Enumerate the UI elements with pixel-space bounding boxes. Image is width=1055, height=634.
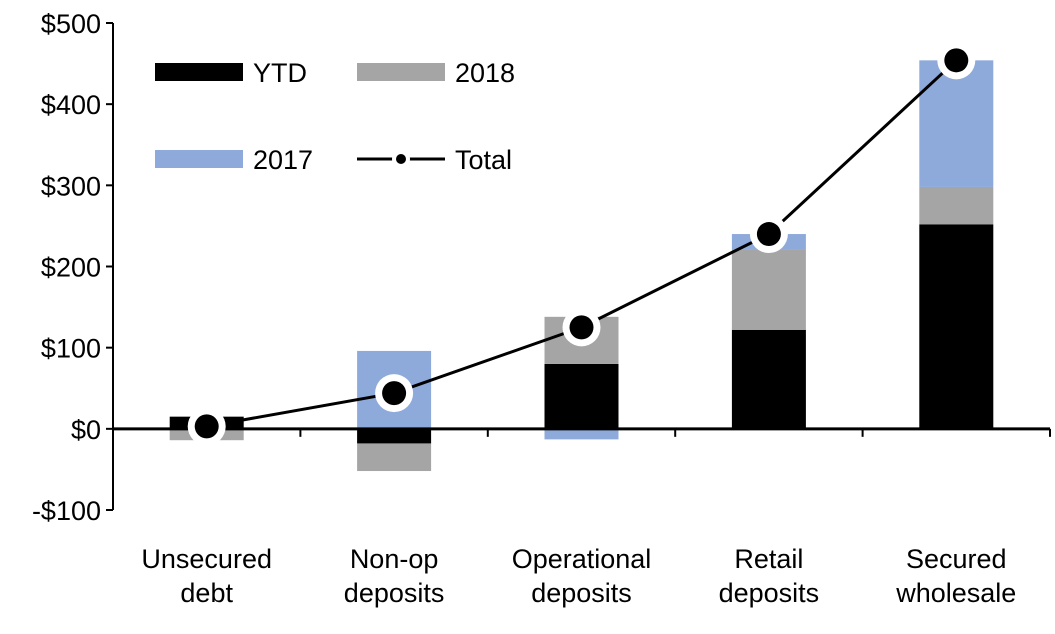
y-tick-label: $400 [41, 90, 101, 120]
x-tick-label: Non-op [350, 544, 439, 574]
x-tick-label: deposits [719, 578, 820, 608]
legend-label-total: Total [455, 145, 512, 175]
y-tick-label: -$100 [32, 496, 101, 526]
bar-2018-1 [357, 443, 432, 472]
bars [169, 60, 994, 472]
bar-ytd-3 [731, 329, 806, 429]
bar-2018-4 [919, 186, 994, 225]
x-tick-label: wholesale [895, 578, 1016, 608]
x-tick-label: Operational [512, 544, 652, 574]
total-line [187, 41, 976, 446]
legend-swatch-2017 [155, 150, 243, 168]
legend: YTD 2018 2017 Total [155, 58, 515, 175]
bar-ytd-1 [357, 428, 432, 444]
total-marker [756, 222, 781, 247]
bar-2018-3 [731, 249, 806, 330]
bar-ytd-2 [544, 363, 619, 429]
y-tick-label: $0 [71, 415, 101, 445]
x-tick-label: Unsecured [141, 544, 272, 574]
legend-label-2017: 2017 [253, 145, 313, 175]
bar-2017-2 [544, 428, 619, 440]
x-tick-label: Secured [906, 544, 1007, 574]
legend-swatch-2018 [357, 63, 445, 81]
total-marker [194, 414, 219, 439]
axes: -$100 $0 $100 $200 $300 $400 $500 Unsecured debt… [32, 9, 1051, 608]
legend-marker [396, 154, 406, 164]
total-marker [944, 48, 969, 73]
legend-label-2018: 2018 [455, 58, 515, 88]
legend-swatch-ytd [155, 63, 243, 81]
x-tick-label: debt [180, 578, 233, 608]
y-tick-label: $500 [41, 9, 101, 39]
bar-ytd-4 [919, 224, 994, 429]
legend-label-ytd: YTD [253, 58, 307, 88]
x-tick-label: deposits [344, 578, 445, 608]
total-marker [382, 381, 407, 406]
x-tick-label: deposits [531, 578, 632, 608]
y-tick-label: $300 [41, 171, 101, 201]
y-tick-label: $200 [41, 253, 101, 283]
x-tick-label: Retail [734, 544, 803, 574]
total-marker [569, 315, 594, 340]
y-tick-label: $100 [41, 334, 101, 364]
